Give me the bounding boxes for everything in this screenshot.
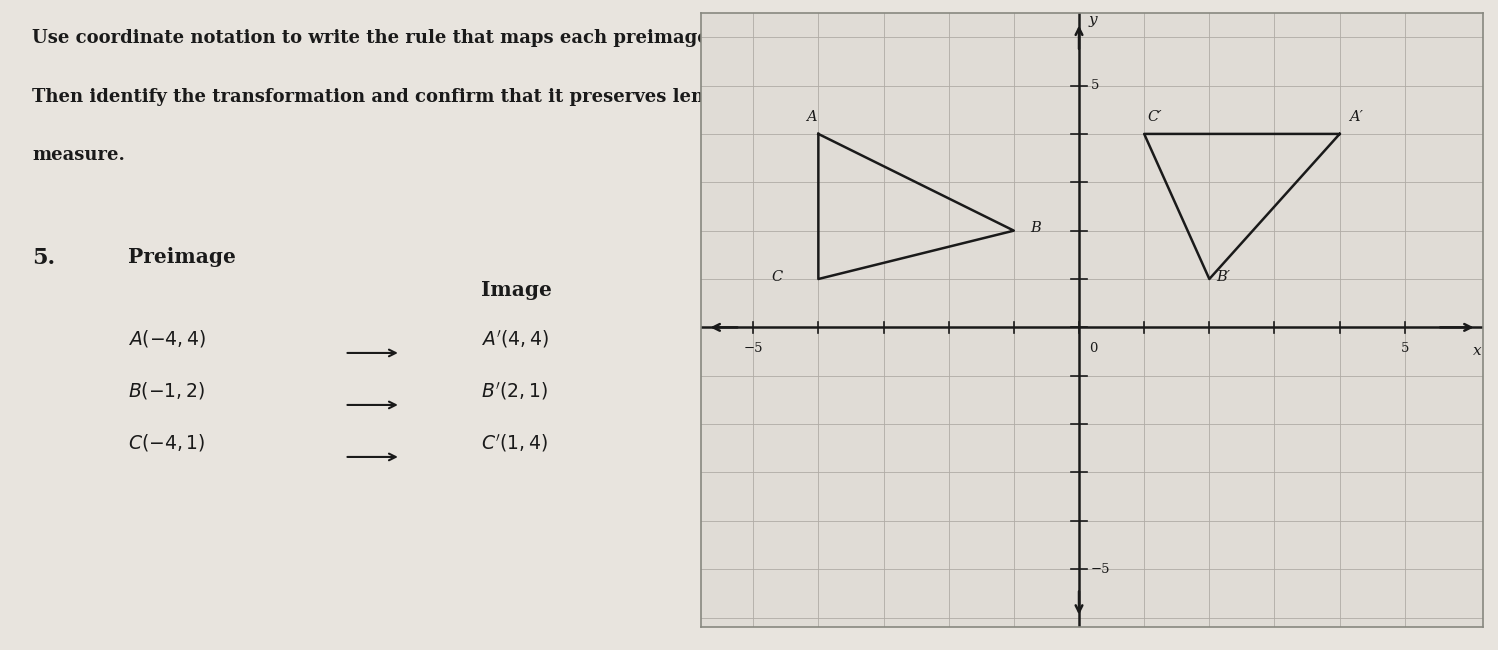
Text: y: y <box>1089 13 1098 27</box>
Text: 0: 0 <box>1089 342 1097 355</box>
Text: C′: C′ <box>1147 111 1162 124</box>
Text: Then identify the transformation and confirm that it preserves length and angle: Then identify the transformation and con… <box>31 88 843 106</box>
Text: 5: 5 <box>1401 342 1410 355</box>
Text: 5: 5 <box>1091 79 1100 92</box>
Text: B: B <box>1031 221 1041 235</box>
Text: −5: −5 <box>1091 563 1110 576</box>
Text: $B'(2, 1)$: $B'(2, 1)$ <box>481 380 548 402</box>
Text: −5: −5 <box>743 342 762 355</box>
Text: A′: A′ <box>1350 111 1363 124</box>
Text: B′: B′ <box>1216 270 1230 283</box>
Text: x: x <box>1473 344 1482 358</box>
Text: $C(-4, 1)$: $C(-4, 1)$ <box>129 432 205 453</box>
Text: $B(-1, 2)$: $B(-1, 2)$ <box>129 380 205 401</box>
Text: A: A <box>806 111 816 124</box>
Text: Image: Image <box>481 280 551 300</box>
Text: $A'(4, 4)$: $A'(4, 4)$ <box>481 328 548 350</box>
Text: Preimage: Preimage <box>129 247 237 267</box>
Text: measure.: measure. <box>31 146 124 164</box>
Text: $C'(1, 4)$: $C'(1, 4)$ <box>481 432 548 454</box>
Text: 5.: 5. <box>31 247 55 269</box>
Text: C: C <box>771 270 782 283</box>
Text: $A(-4, 4)$: $A(-4, 4)$ <box>129 328 207 349</box>
Text: Use coordinate notation to write the rule that maps each preimage to its image.: Use coordinate notation to write the rul… <box>31 29 842 47</box>
